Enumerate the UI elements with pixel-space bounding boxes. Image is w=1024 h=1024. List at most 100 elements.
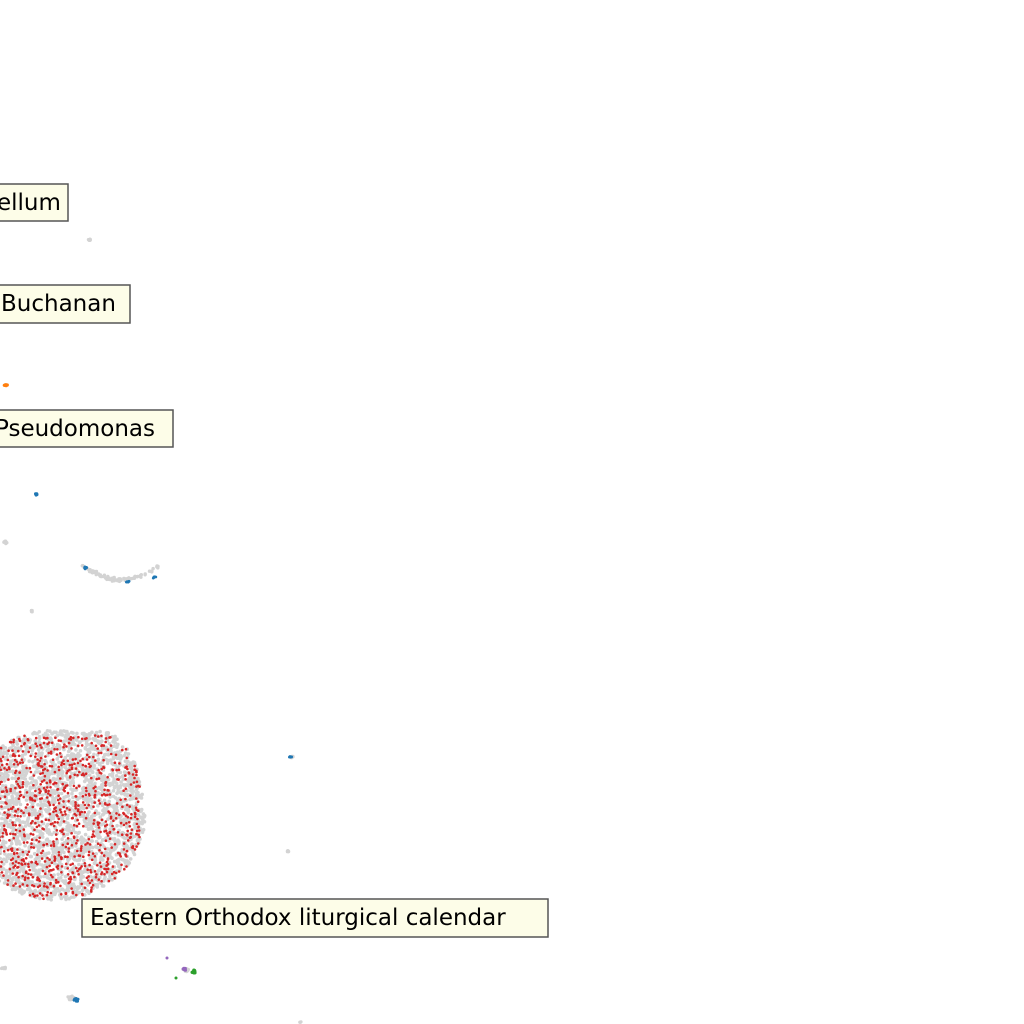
red-point-3032	[27, 750, 31, 754]
red-point-2945	[13, 754, 17, 758]
red-point-2859	[55, 865, 59, 869]
grey-point-2485	[42, 853, 47, 858]
red-point-2931	[126, 833, 129, 837]
grey-point-2266	[69, 895, 74, 900]
grey-point-2539	[115, 823, 119, 828]
red-point-3311	[42, 736, 46, 740]
grey-point-2580	[62, 841, 67, 845]
red-point-3043	[75, 842, 78, 845]
grey-point-2166	[101, 808, 105, 813]
red-point-2870	[99, 751, 103, 755]
grey-point-872	[2, 881, 7, 885]
grey-point-3659	[132, 576, 136, 580]
grey-point-1998	[71, 776, 76, 780]
grey-point-2411	[30, 826, 35, 830]
grey-point-1653	[96, 757, 101, 762]
red-point-3479	[0, 780, 3, 784]
red-point-3396	[138, 785, 141, 788]
grey-point-1937	[57, 760, 61, 765]
red-point-3296	[99, 772, 103, 775]
red-point-3307	[36, 758, 39, 761]
red-point-2892	[77, 873, 80, 876]
red-point-3153	[91, 852, 95, 855]
red-point-2782	[15, 871, 19, 875]
red-point-3415	[68, 768, 71, 772]
red-point-3258	[40, 820, 44, 823]
grey-point-1956	[29, 854, 33, 859]
red-point-3282	[39, 765, 43, 768]
red-point-3078	[0, 757, 2, 761]
grey-point-1871	[105, 758, 110, 763]
grey-point-1907	[111, 848, 116, 852]
grey-point-2500	[115, 737, 119, 741]
red-point-3063	[63, 789, 66, 793]
red-point-3449	[0, 768, 3, 772]
red-point-3094	[52, 810, 55, 814]
red-point-2708	[109, 744, 113, 747]
red-point-2871	[106, 867, 110, 871]
grey-point-2208	[21, 890, 26, 895]
grey-point-1793	[51, 797, 55, 802]
red-point-3300	[91, 883, 95, 887]
red-point-3055	[57, 802, 61, 805]
grey-point-849	[75, 731, 79, 736]
red-point-2917	[67, 799, 70, 803]
red-point-3035	[117, 778, 120, 781]
red-point-3121	[67, 877, 71, 881]
red-point-3088	[122, 823, 126, 827]
red-point-2847	[114, 817, 118, 820]
red-point-3457	[104, 824, 107, 828]
grey-point-336	[75, 797, 79, 801]
red-point-2820	[93, 794, 96, 797]
grey-point-1638	[0, 772, 3, 776]
green-point-3845	[174, 976, 178, 980]
red-point-3091	[0, 865, 3, 868]
red-point-3046	[124, 797, 127, 801]
red-point-2976	[38, 813, 42, 816]
grey-point-2144	[6, 824, 10, 829]
grey-point-1933	[71, 795, 75, 800]
red-point-2716	[10, 807, 14, 810]
grey-point-153	[109, 758, 113, 762]
grey-point-2323	[123, 783, 128, 788]
grey-point-2511	[41, 821, 46, 826]
grey-point-2185	[136, 776, 140, 781]
grey-point-1608	[110, 837, 115, 841]
red-point-2673	[24, 857, 28, 860]
red-point-3397	[36, 885, 40, 889]
red-point-2800	[42, 897, 45, 901]
red-point-2704	[104, 784, 107, 787]
grey-point-1985	[57, 746, 62, 751]
grey-point-1539	[113, 755, 117, 760]
red-point-2823	[131, 773, 135, 776]
red-point-3365	[97, 777, 101, 780]
red-point-2821	[4, 831, 8, 834]
red-point-3490	[55, 829, 59, 832]
red-point-3167	[104, 803, 107, 806]
red-point-2950	[96, 747, 99, 750]
red-point-3198	[136, 817, 139, 821]
grey-point-2232	[106, 752, 111, 757]
red-point-3059	[22, 858, 25, 861]
red-point-3326	[60, 871, 63, 874]
red-point-3284	[30, 846, 33, 849]
red-point-2726	[31, 805, 35, 809]
grey-point-1596	[95, 882, 100, 887]
red-point-2674	[62, 745, 65, 749]
red-point-2901	[76, 744, 80, 748]
red-point-3369	[46, 886, 49, 889]
grey-point-2566	[15, 773, 19, 777]
red-point-2688	[70, 831, 73, 835]
grey-point-2560	[8, 761, 13, 766]
red-point-3424	[14, 833, 17, 836]
red-point-3329	[71, 871, 74, 874]
red-point-3247	[67, 741, 71, 745]
red-point-2907	[78, 867, 81, 871]
grey-point-1635	[65, 729, 69, 734]
red-point-2911	[74, 801, 77, 804]
grey-point-98	[108, 773, 112, 777]
red-point-2606	[39, 743, 42, 747]
red-point-2789	[88, 843, 92, 846]
red-point-3499	[18, 790, 22, 794]
grey-point-1396	[36, 820, 40, 824]
